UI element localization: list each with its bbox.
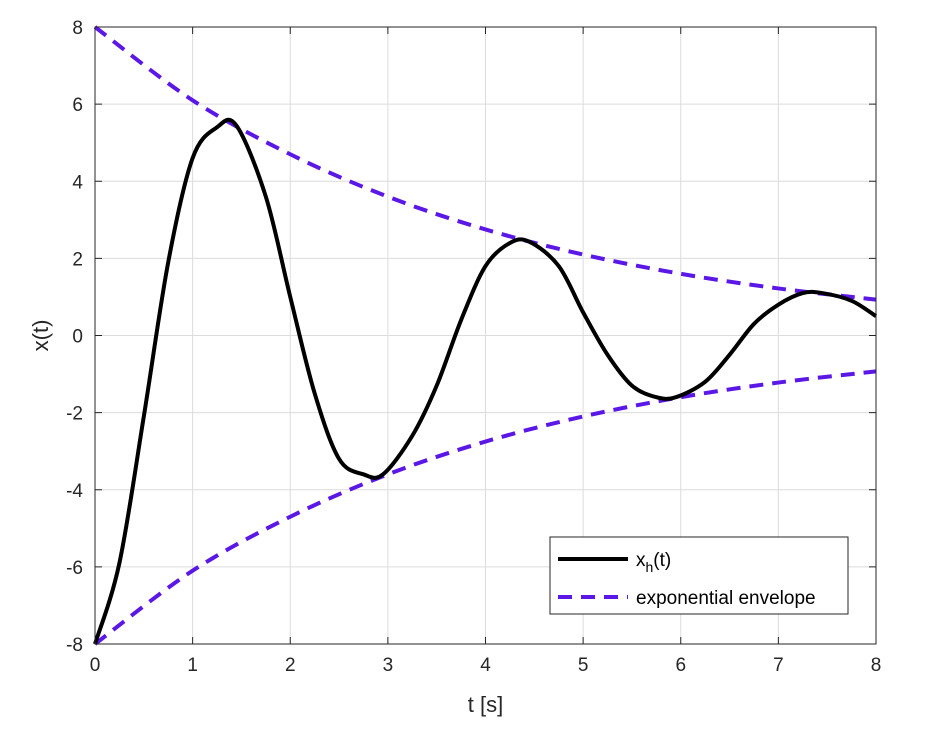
series-line-0: [93, 117, 878, 645]
x-tick-label: 2: [285, 655, 296, 676]
y-axis-label: x(t): [28, 320, 53, 352]
x-tick-label: 3: [383, 655, 394, 676]
x-tick-label: 7: [773, 655, 784, 676]
x-tick-label: 0: [90, 655, 101, 676]
y-tick-label: -2: [66, 404, 83, 425]
series-line-2: [93, 369, 877, 646]
y-tick-label: -4: [66, 481, 83, 502]
x-axis-label: t [s]: [468, 692, 503, 717]
series-layer: [93, 25, 878, 646]
legend-label-xh-main: x: [636, 550, 646, 571]
x-tick-label: 8: [871, 655, 882, 676]
y-tick-label: 0: [72, 327, 83, 348]
series-line-1: [93, 25, 877, 302]
legend-label-xh-sub: h: [646, 559, 654, 575]
y-tick-labels: -8 -6 -4 -2 0 2 4 6 8: [66, 18, 83, 656]
legend: xh(t) exponential envelope: [549, 536, 849, 615]
y-tick-label: -8: [66, 635, 83, 656]
legend-label-xh: xh(t): [636, 550, 671, 575]
legend-label-xh-tail: (t): [653, 550, 671, 571]
y-tick-label: 6: [72, 95, 83, 116]
x-tick-label: 5: [578, 655, 589, 676]
ticks: [94, 26, 877, 645]
y-tick-label: 4: [72, 172, 83, 193]
x-tick-label: 4: [480, 655, 491, 676]
legend-label-envelope: exponential envelope: [636, 588, 816, 609]
y-tick-label: -6: [66, 558, 83, 579]
x-tick-label: 1: [187, 655, 198, 676]
y-tick-label: 8: [72, 18, 83, 39]
x-tick-label: 6: [675, 655, 686, 676]
y-tick-label: 2: [72, 249, 83, 270]
legend-box: [549, 536, 849, 615]
x-tick-labels: 0 1 2 3 4 5 6 7 8: [90, 655, 882, 676]
